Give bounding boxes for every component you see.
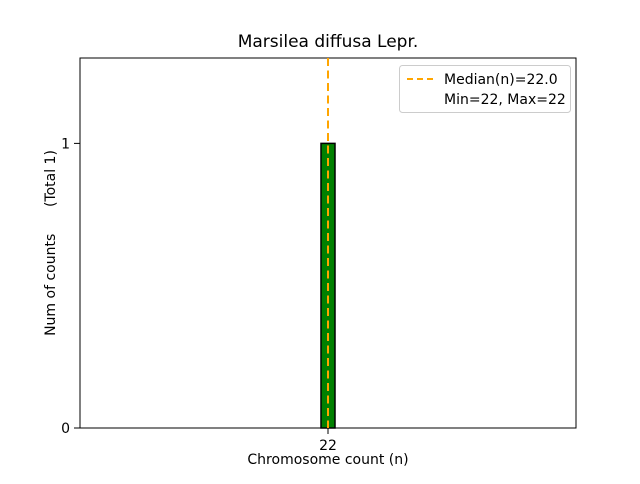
chart-title: Marsilea diffusa Lepr. <box>238 32 419 52</box>
y-ticks: 01 <box>61 136 80 437</box>
x-ticks: 22 <box>319 428 337 454</box>
y-tick-label: 1 <box>61 136 70 152</box>
y-tick-label: 0 <box>61 421 70 437</box>
x-tick-label: 22 <box>319 438 337 454</box>
legend-box <box>399 65 571 113</box>
y-axis-label: Num of counts (Total 1) <box>43 150 59 336</box>
legend-minmax-label: Min=22, Max=22 <box>444 92 566 108</box>
legend-median-label: Median(n)=22.0 <box>444 72 558 88</box>
x-axis-label: Chromosome count (n) <box>247 452 408 468</box>
legend: Median(n)=22.0 Min=22, Max=22 <box>399 65 571 113</box>
